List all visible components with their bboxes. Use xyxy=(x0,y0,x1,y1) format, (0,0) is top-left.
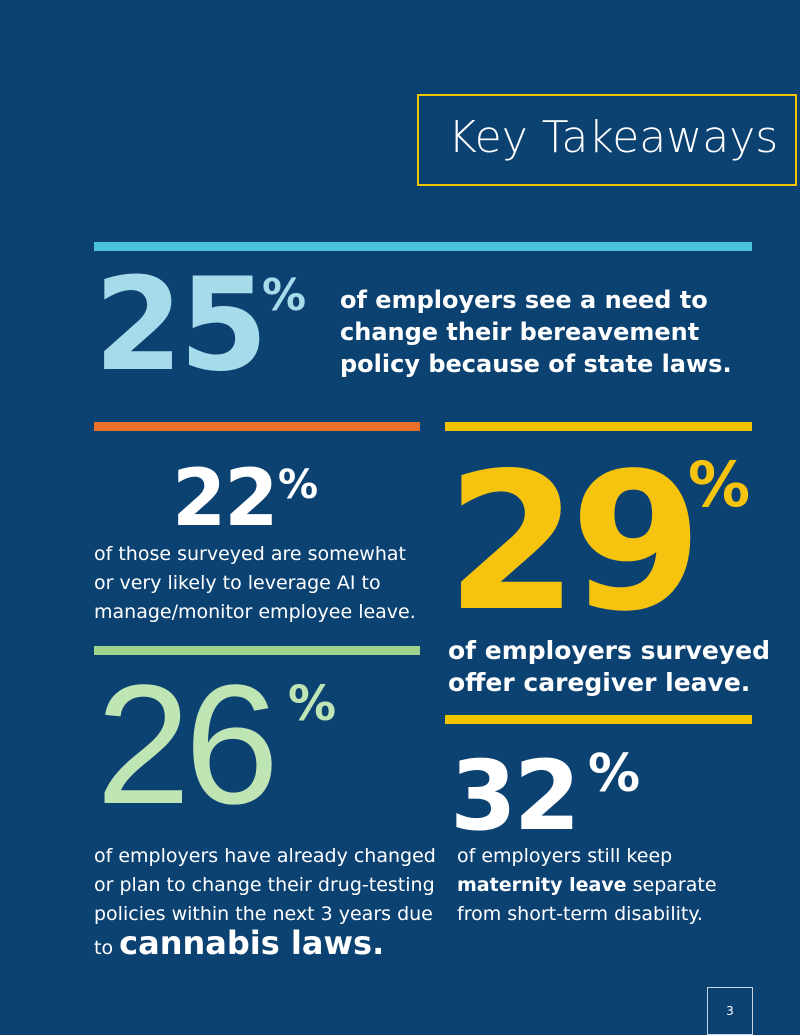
stat-text: of employers have already changed or plan… xyxy=(94,842,436,963)
stat-text: of employers surveyed offer caregiver lea… xyxy=(448,635,770,699)
line: policies within the next 3 years due xyxy=(94,903,433,925)
line: policy because of state laws. xyxy=(340,350,732,378)
divider xyxy=(94,646,420,655)
divider xyxy=(445,422,752,431)
title-box xyxy=(417,94,797,186)
line: or very likely to leverage AI to xyxy=(94,572,381,594)
line: offer caregiver leave. xyxy=(448,668,751,697)
page-number: 3 xyxy=(707,987,753,1035)
stat-number: 22 xyxy=(172,454,279,544)
line: of employers surveyed xyxy=(448,636,770,665)
line: of those surveyed are somewhat xyxy=(94,543,406,565)
line: from short-term disability. xyxy=(457,903,703,925)
word: separate xyxy=(626,874,717,896)
divider xyxy=(445,715,752,724)
divider xyxy=(94,242,752,251)
title: Key Takeaways xyxy=(448,112,779,163)
stat-number: 29 xyxy=(446,432,702,653)
emphasis: maternity leave xyxy=(457,874,627,896)
word: to xyxy=(94,937,114,959)
stat-number: 26 xyxy=(96,650,279,840)
line: of employers still keep xyxy=(457,845,673,867)
stat-text: of employers see a need to change their b… xyxy=(340,284,732,380)
line: of employers have already changed xyxy=(94,845,436,867)
line: of employers see a need to xyxy=(340,286,708,314)
line: to cannabis laws. xyxy=(94,927,436,963)
line: maternity leave separate xyxy=(457,871,717,900)
stat-unit: % xyxy=(288,676,337,732)
line: manage/monitor employee leave. xyxy=(94,601,416,623)
stat-unit: % xyxy=(588,744,641,804)
stat-unit: % xyxy=(278,462,319,508)
line: change their bereavement xyxy=(340,318,700,346)
stat-unit: % xyxy=(688,448,751,521)
stat-number: 25 xyxy=(94,251,268,400)
stat-unit: % xyxy=(262,270,307,321)
emphasis: cannabis laws. xyxy=(119,924,385,962)
stat-number: 32 xyxy=(450,740,581,852)
line: or plan to change their drug-testing xyxy=(94,874,435,896)
stat-text: of employers still keep maternity leave … xyxy=(457,842,717,929)
stat-text: of those surveyed are somewhat or very li… xyxy=(94,540,416,627)
divider xyxy=(94,422,420,431)
